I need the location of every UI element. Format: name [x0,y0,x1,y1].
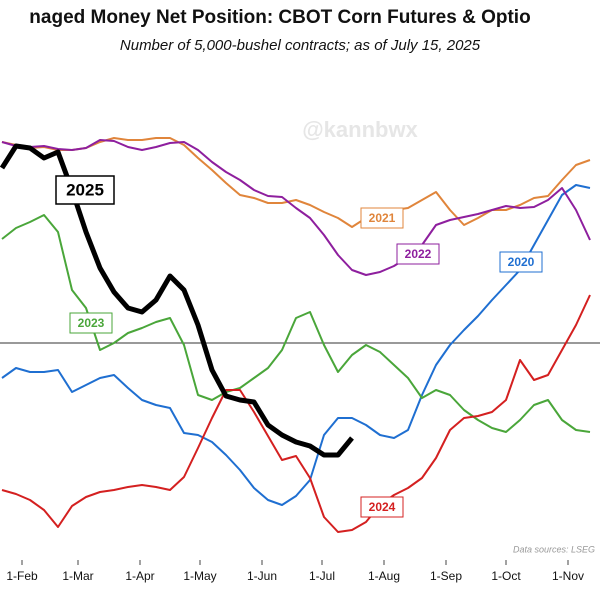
x-tick-label: 1-Nov [552,569,584,583]
series-label: 2023 [78,316,105,330]
x-tick-label: 1-Sep [430,569,462,583]
series-label: 2024 [369,500,396,514]
x-tick-label: 1-Jul [309,569,335,583]
watermark: @kannbwx [302,117,418,142]
x-tick-label: 1-Apr [125,569,154,583]
series-line [1,214,591,433]
series-label-box [69,312,113,334]
series-line [1,294,591,533]
series-label-box [55,175,115,205]
x-tick-label: 1-Mar [62,569,93,583]
series-label: 2021 [369,211,396,225]
series-line [1,139,591,276]
x-tick-label: 1-May [183,569,216,583]
series-label-box [499,251,543,273]
series-label-box [360,207,404,229]
chart-title: naged Money Net Position: CBOT Corn Futu… [29,7,530,28]
source-note: Data sources: LSEG [513,544,595,554]
series-label: 2025 [66,180,104,199]
series-line [1,184,591,506]
series-label-box [396,243,440,265]
x-tick-label: 1-Feb [6,569,38,583]
series-label: 2020 [508,255,535,269]
series-label: 2022 [405,247,432,261]
x-tick-label: 1-Oct [491,569,521,583]
x-tick-label: 1-Aug [368,569,400,583]
series-line [0,143,354,458]
x-tick-label: 1-Jun [247,569,277,583]
series-label-box [360,496,404,518]
chart-subtitle: Number of 5,000-bushel contracts; as of … [120,37,481,54]
